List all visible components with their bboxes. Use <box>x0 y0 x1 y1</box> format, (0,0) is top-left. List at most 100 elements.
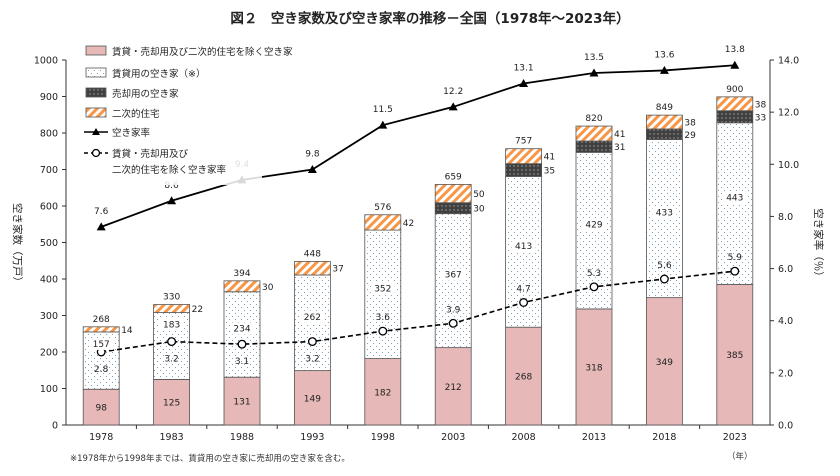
line-vacancy-rate <box>100 64 735 228</box>
remaining-rate-label: 2.8 <box>94 365 109 375</box>
bar-value-label: 367 <box>445 271 462 281</box>
bar-value-label: 443 <box>726 194 743 204</box>
vacancy-rate-label: 9.8 <box>305 150 320 160</box>
bar-value-label: 38 <box>755 100 767 110</box>
x-tick-label: 2018 <box>652 432 676 443</box>
bar-segment-secondary <box>646 114 683 130</box>
legend-label-remaining-rate-line2: 二次的住宅を除く空き家率 <box>112 164 227 176</box>
y-right-tick-label: 0.0 <box>778 421 793 432</box>
x-tick-label: 1998 <box>371 432 395 443</box>
x-tick-label: 2003 <box>441 432 465 443</box>
bar-value-label: 262 <box>304 313 321 323</box>
bar-segment-remaining <box>153 378 191 426</box>
chart-title: 図２ 空き家数及び空き家率の推移－全国（1978年～2023年） <box>230 10 629 27</box>
remaining-rate-point <box>448 318 458 328</box>
y-left-tick-label: 800 <box>40 129 58 140</box>
y-left-tick-label: 0 <box>52 421 58 432</box>
y-right-tick-label: 10.0 <box>778 160 799 171</box>
vacancy-rate-label: 13.5 <box>584 53 604 63</box>
bar-total-label: 849 <box>656 103 673 113</box>
bar-value-label: 30 <box>262 283 274 293</box>
remaining-rate-point <box>589 282 599 292</box>
bar-value-label: 33 <box>755 113 766 123</box>
bar-value-label: 429 <box>585 221 602 231</box>
remaining-rate-label: 3.9 <box>446 305 461 315</box>
vacancy-rate-point <box>519 78 529 87</box>
vacancy-rate-label: 8.6 <box>164 181 179 191</box>
y-right-tick-label: 4.0 <box>778 316 793 327</box>
vacancy-rate-label: 13.6 <box>654 50 674 60</box>
y-left-tick-label: 600 <box>40 202 58 213</box>
bar-segment-remaining <box>364 358 402 426</box>
remaining-rate-label: 3.1 <box>235 357 249 367</box>
remaining-rate-point <box>519 298 529 307</box>
bar-segment-for-sale <box>646 128 683 140</box>
bar-segment-for-sale <box>575 140 613 153</box>
vacancy-rate-label: 13.1 <box>514 63 534 73</box>
bar-segment-remaining <box>505 326 543 426</box>
bar-label-backdrop <box>159 318 184 331</box>
bar-value-label: 41 <box>544 153 555 163</box>
y-left-tick-label: 300 <box>40 311 58 322</box>
remaining-rate-point <box>730 266 740 276</box>
bar-segment-secondary <box>153 304 191 313</box>
y-right-tick-label: 6.0 <box>778 264 793 275</box>
bar-label-backdrop <box>722 191 747 204</box>
bar-total-label: 659 <box>445 172 462 182</box>
bar-label-backdrop <box>89 337 114 350</box>
x-tick-label: 2013 <box>582 432 606 443</box>
bar-segment-remaining <box>434 347 472 426</box>
remaining-rate-label: 5.9 <box>728 253 743 263</box>
bar-segment-secondary <box>82 326 120 333</box>
y-left-tick-label: 500 <box>40 238 58 249</box>
x-tick-label: 2023 <box>723 432 747 443</box>
legend-swatch-remaining <box>85 45 107 56</box>
bar-segment-secondary <box>293 261 331 276</box>
bar-segment-for-sale <box>505 163 543 177</box>
legend-swatch-rental <box>85 67 107 78</box>
remaining-rate-label: 4.7 <box>516 284 530 294</box>
bar-value-label: 14 <box>121 326 133 336</box>
bar-value-label: 37 <box>332 265 343 275</box>
bar-segment-remaining <box>575 308 613 426</box>
bar-value-label: 30 <box>473 205 485 215</box>
bar-total-label: 757 <box>515 137 532 147</box>
bar-segment-remaining <box>82 388 120 426</box>
bar-segment-for-sale <box>716 110 754 124</box>
bar-label-backdrop <box>441 268 466 281</box>
bar-total-label: 448 <box>304 249 321 259</box>
bar-value-label: 125 <box>163 399 180 409</box>
bar-total-label: 330 <box>163 293 180 303</box>
remaining-rate-point <box>237 339 247 349</box>
y-left-tick-label: 700 <box>40 165 58 176</box>
vacancy-rate-point <box>167 196 177 205</box>
bar-label-backdrop <box>300 310 325 323</box>
legend-label-remaining: 賃貸・売却用及び二次的住宅を除く空き家 <box>112 46 293 58</box>
bar-segment-secondary <box>364 214 402 231</box>
bar-total-label: 268 <box>93 315 110 325</box>
x-tick-label: 1978 <box>89 432 113 443</box>
bar-value-label: 413 <box>515 242 532 252</box>
bar-segment-secondary <box>223 280 261 293</box>
bar-value-label: 433 <box>656 209 673 219</box>
vacancy-rate-label: 12.2 <box>443 87 463 97</box>
y-right-tick-label: 2.0 <box>778 368 793 379</box>
vacancy-rate-point <box>589 68 599 77</box>
bar-segment-remaining <box>646 297 683 426</box>
y-left-tick-label: 200 <box>40 348 58 359</box>
bar-value-label: 157 <box>93 340 110 350</box>
bar-segment-secondary <box>505 148 543 165</box>
bar-segment-secondary <box>434 184 472 204</box>
x-tick-label: 1993 <box>300 432 324 443</box>
bar-value-label: 29 <box>684 131 696 141</box>
bar-value-label: 349 <box>656 358 673 368</box>
legend-label-secondary: 二次的住宅 <box>112 108 160 120</box>
bar-value-label: 318 <box>585 363 602 373</box>
bar-segment-remaining <box>716 284 754 426</box>
remaining-rate-label: 5.3 <box>587 269 601 279</box>
y-axis-right-label: 空き家率（％） <box>812 208 825 282</box>
bar-value-label: 35 <box>544 167 555 177</box>
vacancy-rate-label: 11.5 <box>373 105 393 115</box>
bar-total-label: 820 <box>585 114 602 124</box>
